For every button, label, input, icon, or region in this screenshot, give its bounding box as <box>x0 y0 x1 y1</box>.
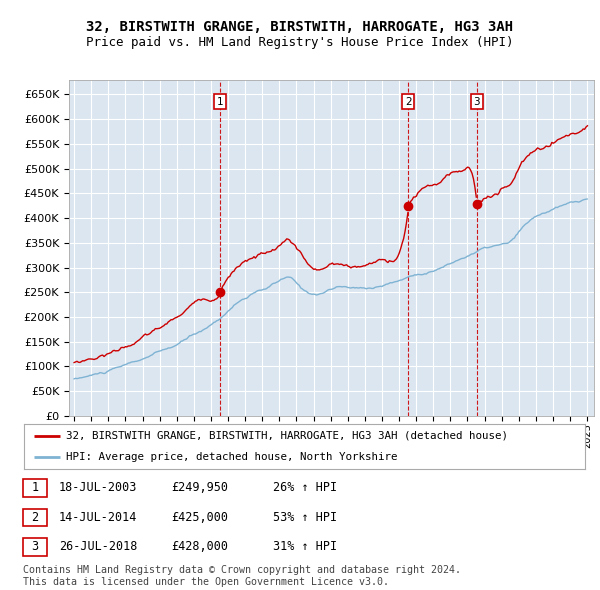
Text: 14-JUL-2014: 14-JUL-2014 <box>59 511 137 524</box>
Text: £428,000: £428,000 <box>171 540 228 553</box>
Text: 32, BIRSTWITH GRANGE, BIRSTWITH, HARROGATE, HG3 3AH: 32, BIRSTWITH GRANGE, BIRSTWITH, HARROGA… <box>86 19 514 34</box>
Text: 2: 2 <box>405 97 412 107</box>
Text: Price paid vs. HM Land Registry's House Price Index (HPI): Price paid vs. HM Land Registry's House … <box>86 36 514 49</box>
Text: 26% ↑ HPI: 26% ↑ HPI <box>273 481 337 494</box>
Text: 3: 3 <box>31 540 38 553</box>
Text: Contains HM Land Registry data © Crown copyright and database right 2024.
This d: Contains HM Land Registry data © Crown c… <box>23 565 461 587</box>
Text: 31% ↑ HPI: 31% ↑ HPI <box>273 540 337 553</box>
Text: 1: 1 <box>31 481 38 494</box>
Text: 18-JUL-2003: 18-JUL-2003 <box>59 481 137 494</box>
Text: 2: 2 <box>31 511 38 524</box>
Text: 26-JUL-2018: 26-JUL-2018 <box>59 540 137 553</box>
Text: 53% ↑ HPI: 53% ↑ HPI <box>273 511 337 524</box>
Text: 1: 1 <box>217 97 223 107</box>
Text: 32, BIRSTWITH GRANGE, BIRSTWITH, HARROGATE, HG3 3AH (detached house): 32, BIRSTWITH GRANGE, BIRSTWITH, HARROGA… <box>66 431 508 441</box>
Text: HPI: Average price, detached house, North Yorkshire: HPI: Average price, detached house, Nort… <box>66 452 398 462</box>
Text: 3: 3 <box>473 97 480 107</box>
Text: £249,950: £249,950 <box>171 481 228 494</box>
Text: £425,000: £425,000 <box>171 511 228 524</box>
